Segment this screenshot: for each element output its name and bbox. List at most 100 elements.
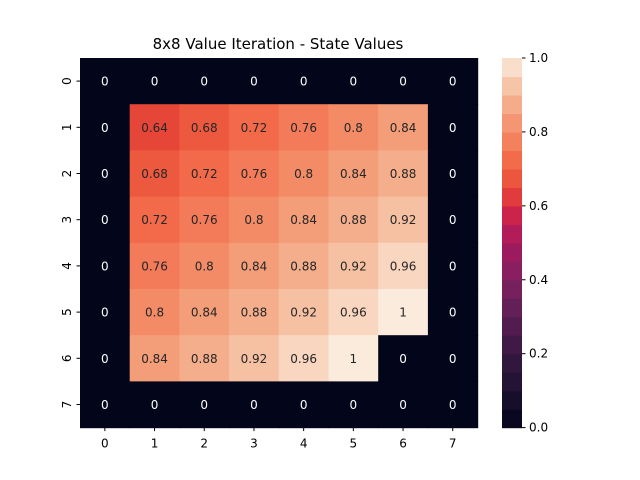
heatmap-cell	[179, 289, 230, 336]
colorbar-segment	[502, 372, 522, 392]
cell-value-label: 0	[101, 213, 109, 227]
colorbar-tick-label: 0.6	[529, 199, 548, 213]
cell-value-label: 1	[350, 352, 358, 366]
heatmap-cell	[229, 150, 280, 198]
colorbar-tick-label: 0.0	[529, 421, 548, 435]
colorbar-segment	[502, 150, 522, 170]
heatmap-cell	[129, 242, 180, 290]
colorbar-segment	[502, 242, 522, 262]
heatmap-cell	[80, 150, 131, 198]
cell-value-label: 0.64	[141, 121, 168, 135]
cell-value-label: 0.72	[241, 121, 268, 135]
cell-value-label: 0.84	[390, 121, 417, 135]
heatmap-cell	[378, 104, 429, 151]
colorbar-segment	[502, 205, 522, 225]
heatmap-cell	[278, 58, 330, 105]
cell-value-label: 0.88	[191, 352, 218, 366]
heatmap-cell	[427, 104, 479, 151]
y-tick-label: 1	[60, 123, 74, 131]
cell-value-label: 0.76	[191, 213, 218, 227]
heatmap-cell	[129, 289, 180, 336]
x-tick-label: 3	[250, 437, 258, 451]
y-tick-label: 4	[60, 262, 74, 270]
heatmap-cell	[229, 335, 280, 382]
heatmap-cell	[129, 335, 180, 382]
heatmap-cell	[129, 381, 180, 429]
x-tick-label: 1	[151, 437, 159, 451]
cell-value-label: 0	[449, 213, 457, 227]
cell-value-label: 0	[101, 306, 109, 320]
x-tick-label: 4	[300, 437, 308, 451]
heatmap-cell	[229, 104, 280, 151]
cell-value-label: 0	[449, 121, 457, 135]
colorbar-segment	[502, 335, 522, 355]
cell-value-label: 0	[200, 398, 208, 412]
heatmap-cell	[378, 150, 429, 198]
heatmap-cell	[179, 150, 230, 198]
colorbar-segment	[502, 390, 522, 410]
colorbar-tick-label: 0.4	[529, 273, 548, 287]
cell-value-label: 0.84	[241, 259, 268, 273]
colorbar-tick-label: 0.8	[529, 125, 548, 139]
cell-value-label: 0.96	[390, 259, 417, 273]
cell-value-label: 0.72	[141, 213, 168, 227]
cell-value-label: 0.8	[244, 213, 263, 227]
cell-value-label: 0.8	[145, 306, 164, 320]
heatmap-cell	[328, 242, 379, 290]
cell-value-label: 1	[399, 306, 407, 320]
cell-value-label: 0	[101, 121, 109, 135]
cell-value-label: 0.92	[290, 306, 317, 320]
cell-value-label: 0	[250, 398, 258, 412]
colorbar-segment	[502, 353, 522, 373]
cell-value-label: 0	[101, 259, 109, 273]
cell-value-label: 0.72	[191, 167, 218, 181]
x-tick-label: 6	[399, 437, 407, 451]
heatmap-cell	[378, 196, 429, 244]
heatmap-cell	[129, 104, 180, 151]
heatmap-cell	[427, 196, 479, 244]
heatmap-cell	[378, 242, 429, 290]
colorbar-segment	[502, 94, 522, 115]
cell-value-label: 0	[449, 75, 457, 89]
heatmap-cell	[378, 381, 429, 429]
heatmap-cell	[179, 381, 230, 429]
colorbar-segment	[502, 76, 522, 96]
cell-value-label: 0	[449, 259, 457, 273]
heatmap-cell	[80, 289, 131, 336]
heatmap-cell	[80, 104, 131, 151]
heatmap-cell	[278, 289, 330, 336]
x-tick-label: 5	[350, 437, 358, 451]
heatmap-cell	[229, 196, 280, 244]
x-tick-label: 0	[101, 437, 109, 451]
colorbar-tick-label: 0.2	[529, 347, 548, 361]
cell-value-label: 0.88	[340, 213, 367, 227]
heatmap-cell	[179, 58, 230, 105]
cell-value-label: 0.88	[241, 306, 268, 320]
heatmap-cell	[328, 150, 379, 198]
heatmap-cell	[378, 58, 429, 105]
heatmap-cell	[278, 381, 330, 429]
colorbar: 0.0 0.2 0.4 0.6 0.8 1.0	[502, 51, 548, 435]
cell-value-label: 0	[399, 75, 407, 89]
heatmap-cell	[129, 196, 180, 244]
cell-value-label: 0	[250, 75, 258, 89]
cell-value-label: 0	[101, 75, 109, 89]
cell-value-label: 0.8	[195, 259, 214, 273]
cell-value-label: 0	[449, 167, 457, 181]
heatmap-cell	[278, 335, 330, 382]
heatmap-cell	[328, 381, 379, 429]
heatmap-cell	[427, 289, 479, 336]
heatmap-cell-labels: 0 0 0 0 0 0 0 0 0 0.64 0.68 0.72 0.76 0.8 0.84 0 0 0.68 0.…	[101, 75, 457, 412]
heatmap-cell	[427, 58, 479, 105]
cell-value-label: 0.88	[290, 259, 317, 273]
chart-title: 8x8 Value Iteration - State Values	[153, 35, 404, 53]
heatmap-cell	[129, 58, 180, 105]
heatmap-cell	[427, 335, 479, 382]
cell-value-label: 0.68	[141, 167, 168, 181]
heatmap-cell	[179, 242, 230, 290]
colorbar-segment	[502, 187, 522, 207]
cell-value-label: 0.84	[141, 352, 168, 366]
heatmap-cell	[328, 289, 379, 336]
cell-value-label: 0	[101, 398, 109, 412]
heatmap-cell	[427, 381, 479, 429]
